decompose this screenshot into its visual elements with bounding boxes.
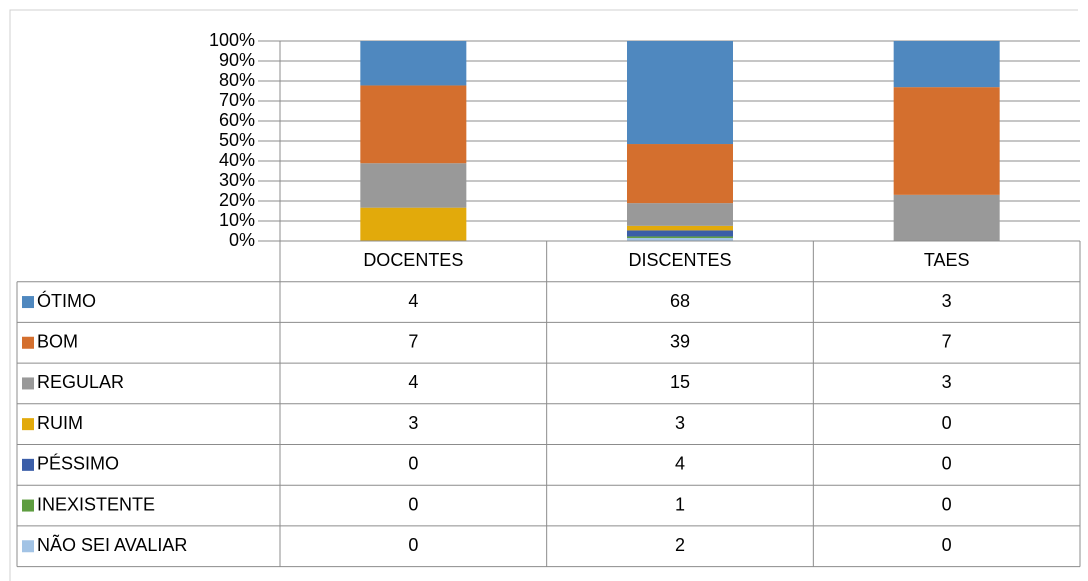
bar-segment: [627, 230, 733, 237]
table-value: 0: [942, 413, 952, 433]
bar-segment: [893, 194, 1000, 241]
table-value: 4: [675, 454, 685, 474]
y-tick-label: 100%: [209, 30, 255, 50]
legend-label: REGULAR: [37, 372, 124, 392]
y-tick-label: 90%: [219, 50, 255, 70]
table-value: 0: [942, 454, 952, 474]
table-value: 7: [408, 332, 418, 352]
x-tick-label: TAES: [924, 250, 970, 270]
y-tick-label: 20%: [219, 190, 255, 210]
legend-swatch: [22, 540, 34, 553]
table-value: 0: [408, 535, 418, 555]
bar-segment: [627, 236, 733, 238]
table-value: 4: [408, 372, 418, 392]
table-value: 15: [670, 372, 690, 392]
table-value: 3: [942, 372, 952, 392]
table-value: 7: [942, 332, 952, 352]
y-tick-label: 50%: [219, 130, 255, 150]
bar-segment: [360, 41, 467, 86]
table-value: 2: [675, 535, 685, 555]
y-tick-label: 10%: [219, 210, 255, 230]
legend-label: NÃO SEI AVALIAR: [37, 534, 187, 555]
bar-segment: [627, 203, 733, 226]
table-value: 39: [670, 332, 690, 352]
y-tick-label: 30%: [219, 170, 255, 190]
bar-segment: [627, 237, 733, 241]
y-tick-label: 40%: [219, 150, 255, 170]
table-value: 4: [408, 291, 418, 311]
table-value: 68: [670, 291, 690, 311]
legend-swatch: [22, 418, 34, 431]
bar-segment: [360, 163, 467, 208]
bar-segment: [627, 41, 733, 145]
legend-label: PÉSSIMO: [37, 454, 119, 474]
legend-label: BOM: [37, 332, 78, 352]
legend-swatch: [22, 499, 34, 512]
frame: [9, 9, 1078, 581]
table-value: 3: [408, 413, 418, 433]
x-tick-label: DISCENTES: [628, 250, 731, 270]
bar-segment: [360, 85, 467, 164]
bar-segment: [360, 207, 467, 241]
bar-segment: [893, 87, 1000, 195]
table-value: 1: [675, 494, 685, 514]
y-tick-label: 60%: [219, 110, 255, 130]
legend-swatch: [22, 296, 34, 309]
legend-swatch: [22, 458, 34, 471]
legend-swatch: [22, 336, 34, 349]
table-value: 0: [942, 494, 952, 514]
x-tick-label: DOCENTES: [363, 250, 463, 270]
legend-label: ÓTIMO: [37, 290, 96, 311]
bar-segment: [627, 144, 733, 204]
y-tick-label: 70%: [219, 90, 255, 110]
bar-segment: [893, 41, 1000, 88]
y-tick-label: 0%: [229, 230, 255, 250]
legend-label: RUIM: [37, 413, 83, 433]
y-tick-label: 80%: [219, 70, 255, 90]
legend-swatch: [22, 377, 34, 390]
table-value: 3: [675, 413, 685, 433]
bar-segment: [627, 225, 733, 231]
table-value: 0: [942, 535, 952, 555]
table-value: 0: [408, 454, 418, 474]
table-value: 0: [408, 494, 418, 514]
legend-label: INEXISTENTE: [37, 494, 155, 514]
table-value: 3: [942, 291, 952, 311]
